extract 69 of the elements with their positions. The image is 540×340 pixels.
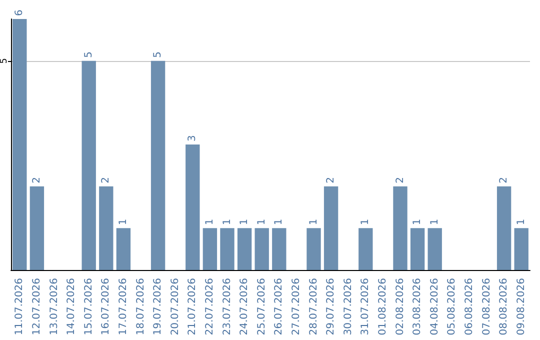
x-tick-label: 20.07.2026 [170, 278, 181, 336]
x-tick-label: 11.07.2026 [14, 278, 26, 336]
x-tick-label: 31.07.2026 [360, 278, 372, 336]
data-label: 1 [516, 218, 527, 226]
bar [393, 186, 408, 270]
x-tick-label: 19.07.2026 [152, 278, 164, 336]
x-tick-label: 01.08.2026 [377, 278, 388, 336]
x-tick-label: 05.08.2026 [446, 278, 458, 336]
bar [254, 228, 269, 270]
x-tick-label: 06.08.2026 [464, 278, 475, 336]
x-tick-label: 02.08.2026 [394, 278, 406, 336]
data-label: 2 [100, 176, 112, 184]
bar [272, 228, 286, 270]
x-tick-label: 13.07.2026 [48, 278, 60, 336]
x-tick-label: 22.07.2026 [204, 278, 216, 336]
data-label: 5 [152, 51, 164, 58]
bar [150, 60, 166, 270]
bar [514, 228, 528, 270]
x-tick-label: 07.08.2026 [481, 278, 492, 336]
x-tick-label: 27.07.2026 [290, 278, 302, 336]
x-tick-label: 28.07.2026 [308, 278, 320, 336]
x-tick-label: 04.08.2026 [429, 278, 440, 336]
data-label: 1 [222, 218, 233, 226]
x-tick-label: 03.08.2026 [412, 278, 424, 336]
data-label: 5 [83, 51, 94, 58]
bar [237, 228, 252, 270]
bar [202, 228, 218, 270]
data-label: 2 [326, 176, 337, 184]
x-tick-label: 24.07.2026 [239, 278, 250, 336]
x-tick-label: 26.07.2026 [274, 278, 285, 336]
bar [358, 228, 373, 270]
data-label: 1 [239, 218, 250, 226]
x-tick-label: 23.07.2026 [222, 278, 233, 336]
x-tick-label: 16.07.2026 [100, 278, 112, 336]
data-label: 3 [187, 135, 198, 142]
bar [30, 186, 44, 270]
x-tick-label: 30.07.2026 [342, 278, 354, 336]
bar [324, 186, 338, 270]
data-label: 2 [31, 176, 42, 184]
bar [496, 186, 512, 270]
data-label: 2 [394, 176, 406, 184]
data-label: 1 [118, 218, 129, 226]
x-tick-label: 29.07.2026 [326, 278, 337, 336]
bar [82, 60, 96, 270]
bar [306, 228, 321, 270]
x-tick-label: 08.08.2026 [498, 278, 510, 336]
bar [99, 186, 114, 270]
data-label: 1 [256, 218, 268, 226]
x-tick-label: 25.07.2026 [256, 278, 268, 336]
data-label: 1 [274, 218, 285, 226]
x-tick-label: 18.07.2026 [135, 278, 146, 336]
bar [428, 228, 442, 270]
x-tick-label: 14.07.2026 [66, 278, 78, 336]
bar [220, 228, 234, 270]
bar [410, 228, 425, 270]
data-label: 1 [204, 218, 216, 226]
data-label: 1 [412, 218, 424, 226]
data-label: 1 [308, 218, 320, 226]
data-label: 6 [14, 10, 26, 16]
data-label: 1 [429, 218, 440, 226]
x-tick-label: 21.07.2026 [187, 278, 198, 336]
x-tick-label: 09.08.2026 [516, 278, 527, 336]
bar [116, 228, 131, 270]
x-tick-label: 17.07.2026 [118, 278, 129, 336]
x-tick-label: 15.07.2026 [83, 278, 94, 336]
data-label: 2 [498, 176, 510, 184]
bar [186, 144, 200, 270]
data-label: 1 [360, 218, 372, 226]
x-tick-label: 12.07.2026 [31, 278, 42, 336]
